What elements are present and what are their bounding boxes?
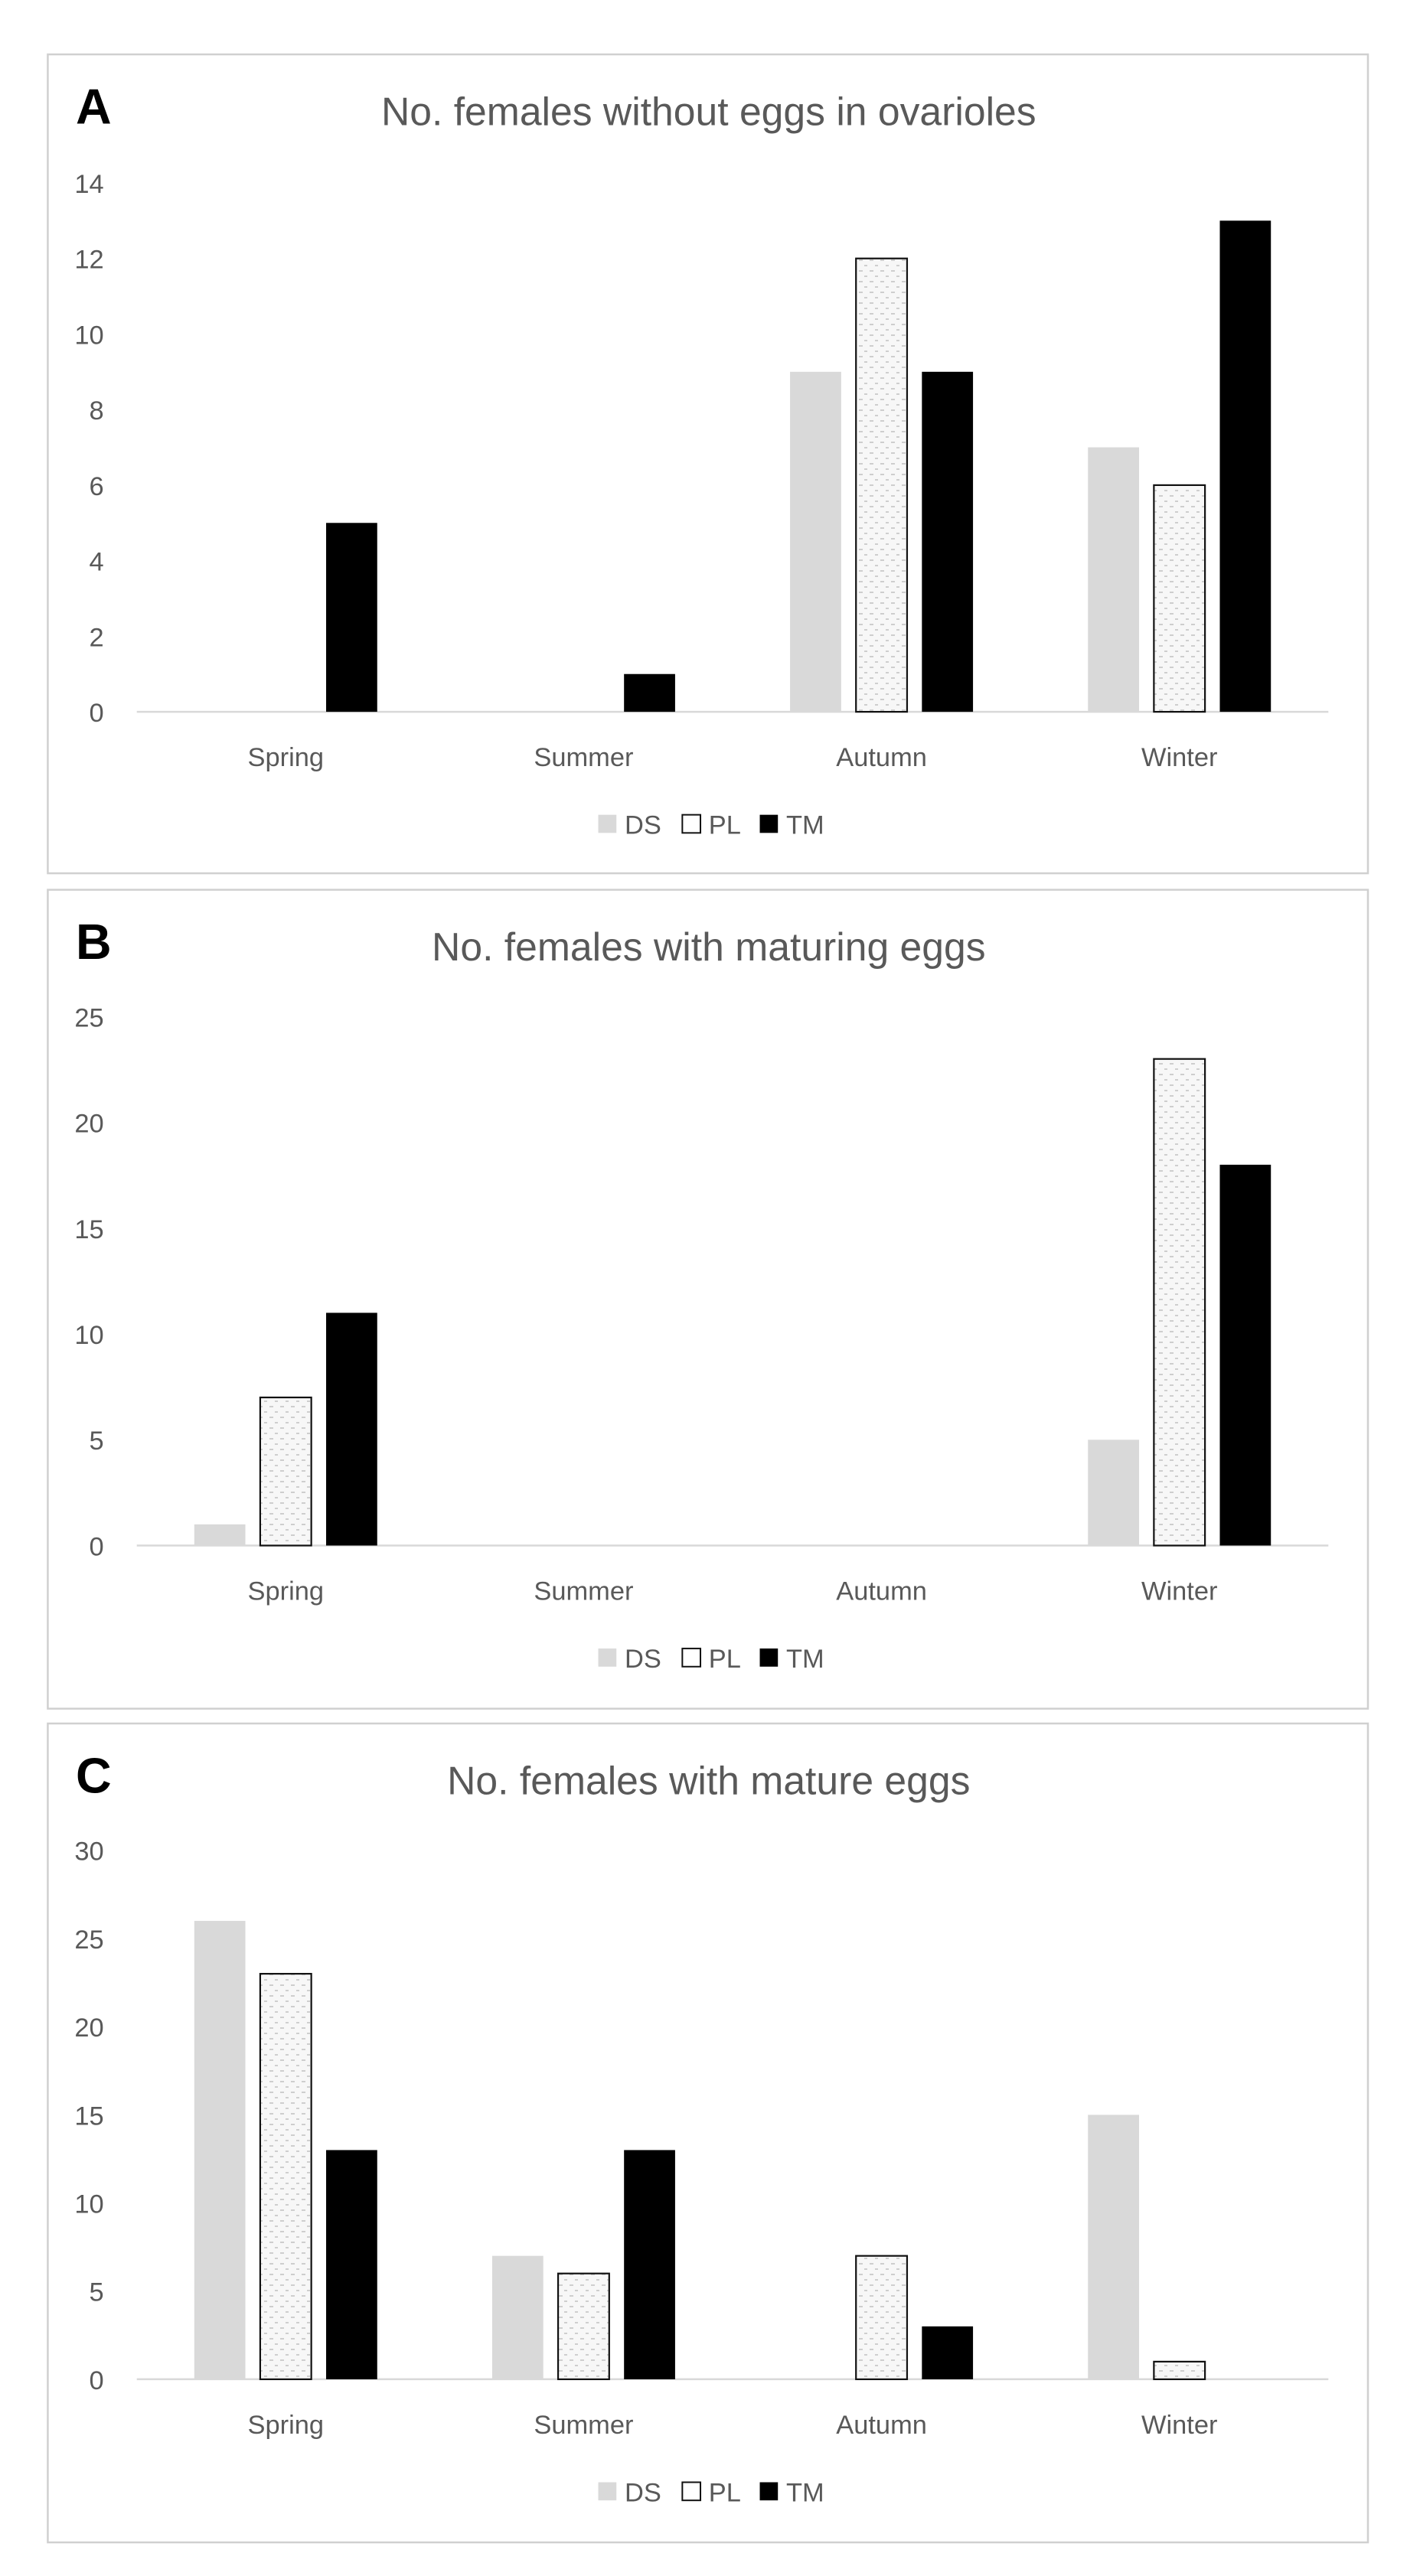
y-tick-label: 2 [89,623,103,652]
legend-label-tm: TM [786,810,824,840]
y-tick-label: 14 [74,170,103,199]
bar-tm-winter [1219,220,1271,712]
legend-label-tm: TM [786,1645,824,1674]
panel-label: B [76,915,112,970]
bar-tm-summer [624,673,675,712]
bar-ds-spring [194,1920,246,2379]
legend-swatch-pl [681,1648,702,1668]
bar-tm-spring [326,1312,377,1546]
panel-label: A [76,79,112,134]
legend-swatch-tm [759,2482,779,2501]
y-tick-label: 4 [89,548,103,577]
x-tick-label: Winter [1141,743,1218,772]
chart-title: No. females with maturing eggs [432,924,986,969]
bar-tm-spring [326,2150,377,2379]
chart-panel-b: B No. females with maturing eggs 0 5 10 15 20 2… [47,889,1369,1710]
y-tick-label: 5 [89,2278,103,2307]
legend-swatch-ds [598,814,617,833]
chart-panel-c: C No. females with mature eggs 0 5 10 15 20 25 3… [47,1722,1369,2544]
y-tick-label: 10 [74,321,103,350]
y-tick-label: 10 [74,1321,103,1350]
chart-panel-a: A No. females without eggs in ovarioles 0 2… [47,53,1369,875]
bar-pl-spring [259,1396,312,1547]
panel-border [47,889,1369,1710]
legend-label-ds: DS [625,2478,661,2507]
bar-ds-winter [1088,2115,1139,2379]
bar-pl-winter [1153,1058,1206,1547]
x-tick-label: Summer [534,1577,633,1606]
x-tick-label: Autumn [836,1577,927,1606]
chart-title: No. females without eggs in ovarioles [381,90,1036,134]
legend-label-tm: TM [786,2478,824,2507]
bar-ds-spring [194,1524,246,1546]
bar-tm-summer [624,2150,675,2379]
x-tick-label: Spring [248,743,325,772]
x-tick-label: Autumn [836,743,927,772]
bar-pl-winter [1153,484,1206,713]
legend-swatch-pl [681,2481,702,2502]
y-tick-label: 30 [74,1837,103,1867]
bar-ds-autumn [790,371,841,712]
x-tick-label: Winter [1141,1577,1218,1606]
bar-tm-winter [1219,1164,1271,1546]
x-tick-label: Summer [534,743,633,772]
panel-label: C [76,1748,112,1803]
bar-ds-winter [1088,447,1139,712]
y-tick-label: 15 [74,1215,103,1244]
y-tick-label: 8 [89,396,103,426]
legend-label-ds: DS [625,810,661,840]
legend-swatch-tm [759,1648,779,1667]
bar-pl-autumn [855,257,909,713]
y-tick-label: 5 [89,1427,103,1456]
y-tick-label: 20 [74,2014,103,2043]
y-tick-label: 25 [74,1925,103,1955]
bar-pl-autumn [855,2255,909,2381]
legend-swatch-ds [598,2482,617,2501]
x-tick-label: Spring [248,2411,325,2440]
bar-pl-spring [259,1972,312,2381]
legend-label-pl: PL [709,1645,741,1674]
x-tick-label: Winter [1141,2411,1218,2440]
bar-ds-summer [491,2255,544,2379]
legend-swatch-ds [598,1648,617,1667]
bar-tm-autumn [922,371,974,712]
x-tick-label: Summer [534,2411,633,2440]
y-tick-label: 12 [74,246,103,275]
legend-label-ds: DS [625,1645,661,1674]
y-tick-label: 25 [74,1003,103,1032]
bar-pl-summer [557,2272,610,2381]
bar-ds-winter [1088,1440,1139,1546]
legend-swatch-pl [681,814,702,834]
x-tick-label: Autumn [836,2411,927,2440]
legend-swatch-tm [759,814,779,833]
x-tick-label: Spring [248,1577,325,1606]
y-tick-label: 0 [89,2366,103,2395]
legend-label-pl: PL [709,810,741,840]
y-tick-label: 6 [89,472,103,501]
y-tick-label: 0 [89,1532,103,1561]
chart-title: No. females with mature eggs [447,1759,970,1803]
bar-pl-winter [1153,2360,1206,2381]
y-tick-label: 20 [74,1110,103,1139]
y-tick-label: 15 [74,2102,103,2131]
bar-tm-spring [326,523,377,712]
y-tick-label: 0 [89,699,103,728]
panel-border [47,53,1369,875]
y-tick-label: 10 [74,2190,103,2219]
legend-label-pl: PL [709,2478,741,2507]
bar-tm-autumn [922,2326,974,2379]
